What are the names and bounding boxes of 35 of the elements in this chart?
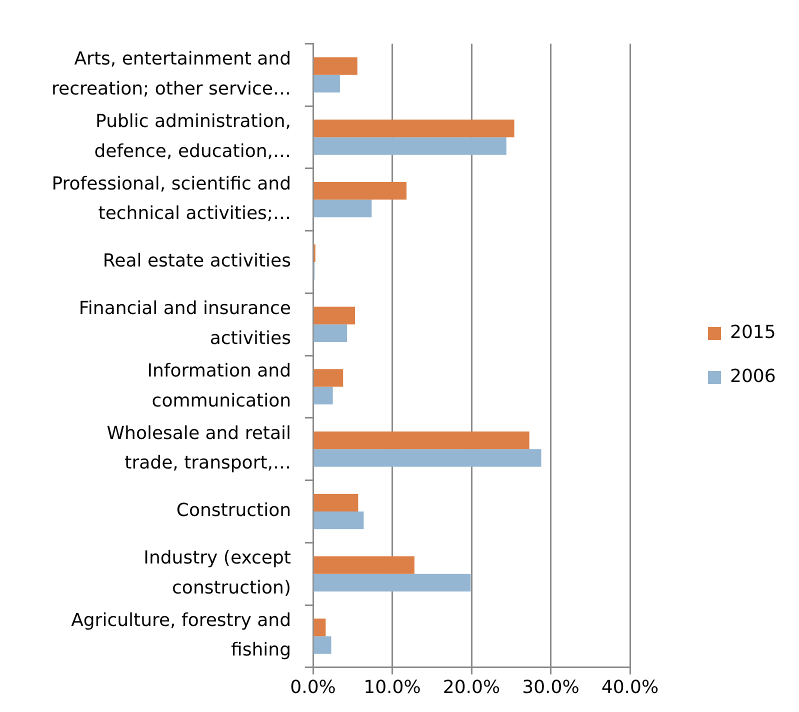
bar (314, 74, 340, 93)
bar (314, 120, 514, 138)
bar (314, 137, 506, 155)
x-tick-label: 40.0% (601, 676, 659, 698)
y-tick-label: Wholesale and retail trade, transport,… (106, 422, 291, 474)
bar (314, 636, 332, 654)
bar (314, 449, 542, 467)
bar (314, 556, 414, 574)
y-tick-label: Agriculture, forestry and fishing (71, 610, 291, 661)
bar (314, 618, 326, 636)
bar (314, 494, 358, 512)
y-tick-label: Construction (176, 500, 291, 522)
legend-label: 2006 (730, 366, 776, 388)
bar (314, 324, 348, 342)
y-tick-label: Professional, scientific and technical activities;… (52, 173, 291, 224)
x-tick-label: 0.0% (290, 676, 336, 698)
x-tick-label: 10.0% (364, 676, 421, 698)
y-tick-label: Financial and insurance activities (78, 298, 291, 349)
y-tick-label: Information and communication (147, 360, 291, 412)
legend-label: 2015 (730, 322, 776, 344)
y-tick-label: Industry (except construction) (144, 548, 291, 598)
bar (314, 182, 407, 200)
x-tick-label: 30.0% (522, 676, 580, 698)
bar (314, 431, 530, 450)
bar (314, 306, 356, 324)
y-tick-label: Real estate activities (102, 250, 291, 272)
bar (314, 511, 364, 530)
bar (314, 386, 333, 404)
bar (314, 200, 372, 218)
bar (314, 57, 358, 75)
bar (314, 574, 471, 592)
y-tick-label: Arts, entertainment and recreation; other service… (51, 48, 291, 100)
bar (314, 369, 344, 387)
y-tick-label: Public administration, defence, education,… (94, 111, 291, 162)
x-tick-label: 20.0% (442, 676, 500, 698)
